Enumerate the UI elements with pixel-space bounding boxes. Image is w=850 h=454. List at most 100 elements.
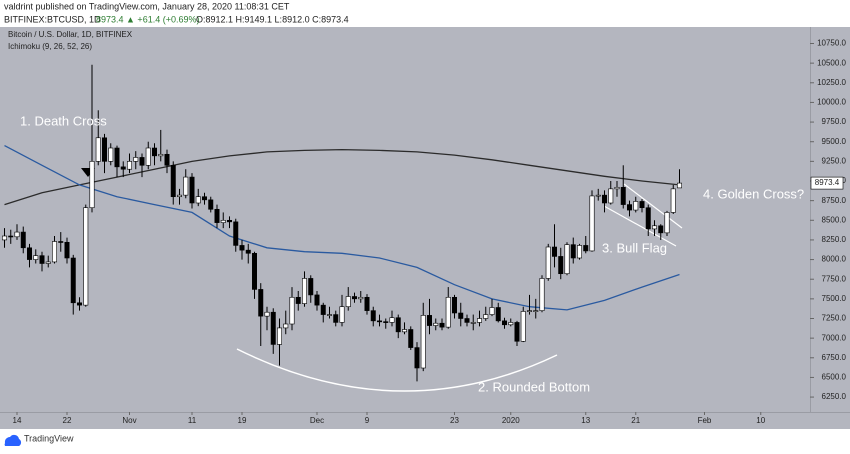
candle-body	[233, 221, 239, 246]
candle-body	[295, 296, 301, 304]
candle-body	[177, 194, 183, 198]
candle-body	[520, 311, 526, 342]
ohlc: O:8912.1 H:9149.1 L:8912.0 C:8973.4	[196, 14, 349, 24]
candle-body	[139, 157, 145, 166]
candle-body	[283, 323, 289, 329]
x-tick-label: 22	[63, 416, 72, 425]
x-tick-label: Feb	[698, 416, 712, 425]
candle-body	[370, 310, 376, 322]
x-tick-label: 14	[13, 416, 22, 425]
candle-body	[658, 225, 664, 234]
candle-body	[639, 201, 645, 209]
candle-body	[170, 164, 176, 198]
candle-body	[364, 296, 370, 311]
candle-body	[570, 244, 576, 259]
candle-body	[620, 186, 626, 205]
candle-body	[626, 204, 632, 211]
candle-body	[152, 147, 158, 157]
candle-body	[89, 161, 95, 209]
y-tick-label: 8500.0	[822, 215, 847, 224]
candle-body	[545, 246, 551, 279]
candle-body	[508, 322, 514, 326]
logo: TradingView	[4, 433, 74, 446]
candle-body	[276, 327, 282, 345]
candle-body	[583, 245, 589, 252]
candle-body	[401, 329, 407, 333]
candle-body	[308, 278, 314, 296]
y-tick-label: 7750.0	[822, 274, 847, 283]
price-change: 8973.4 ▲ +61.4 (+0.69%)	[96, 14, 199, 24]
candle-body	[264, 311, 270, 317]
price-label: 8973.4	[815, 178, 840, 187]
x-tick-label: 2020	[502, 416, 520, 425]
candle-body	[120, 166, 126, 170]
x-tick-label: 10	[756, 416, 765, 425]
candle-body	[601, 194, 607, 204]
candle-body	[539, 278, 545, 311]
logo-icon	[4, 434, 22, 446]
candle-body	[33, 255, 39, 260]
candle-body	[252, 252, 258, 290]
candle-body	[333, 314, 339, 323]
candle-body	[208, 199, 214, 210]
candle-body	[376, 320, 382, 323]
y-tick-label: 10500.0	[817, 58, 846, 67]
candle-body	[289, 296, 295, 325]
candle-body	[514, 322, 520, 342]
candle-body	[526, 310, 532, 312]
candle-body	[270, 311, 276, 345]
candle-body	[339, 306, 345, 323]
x-tick-label: 11	[188, 416, 197, 425]
candle-body	[489, 307, 495, 315]
y-tick-label: 9250.0	[822, 156, 847, 165]
candle-body	[395, 317, 401, 333]
moving-average	[4, 145, 680, 311]
chart-title: Bitcoin / U.S. Dollar, 1D, BITFINEX	[8, 30, 133, 39]
candle-body	[220, 219, 226, 223]
candle-body	[345, 296, 351, 308]
candle-body	[651, 225, 657, 230]
candle-body	[51, 241, 57, 263]
plot-bg	[0, 27, 850, 429]
candle-body	[64, 241, 70, 259]
candle-body	[389, 317, 395, 323]
author-line: valdrint published on TradingView.com, J…	[4, 1, 290, 11]
candle-body	[433, 322, 439, 326]
candle-body	[108, 147, 114, 162]
annotation: 1. Death Cross	[20, 113, 107, 128]
candle-body	[8, 235, 14, 238]
x-tick-label: 19	[238, 416, 247, 425]
x-tick-label: 21	[631, 416, 640, 425]
y-tick-label: 6750.0	[822, 353, 847, 362]
candle-body	[439, 322, 445, 328]
indicator-label: Ichimoku (9, 26, 52, 26)	[8, 42, 92, 51]
candle-body	[458, 312, 464, 319]
candle-body	[245, 249, 251, 254]
candle-body	[476, 318, 482, 323]
candle-body	[558, 256, 564, 275]
y-tick-label: 7500.0	[822, 294, 847, 303]
candle-body	[414, 347, 420, 369]
candle-body	[183, 176, 189, 196]
candle-body	[358, 296, 364, 300]
candle-body	[26, 247, 32, 260]
candle-body	[426, 315, 432, 326]
candle-body	[239, 245, 245, 251]
y-tick-label: 6250.0	[822, 392, 847, 401]
candle-body	[202, 196, 208, 201]
y-tick-label: 7000.0	[822, 333, 847, 342]
y-tick-label: 10250.0	[817, 78, 846, 87]
flag-line	[603, 205, 677, 247]
candle-body	[14, 231, 20, 238]
brand: TradingView	[24, 433, 74, 443]
y-tick-label: 10000.0	[817, 98, 846, 107]
candle-body	[1, 235, 8, 241]
candle-body	[164, 153, 170, 166]
candle-body	[214, 208, 220, 223]
candle-body	[227, 219, 233, 223]
candle-body	[451, 296, 457, 314]
x-tick-label: 13	[581, 416, 590, 425]
candle-body	[127, 161, 133, 170]
